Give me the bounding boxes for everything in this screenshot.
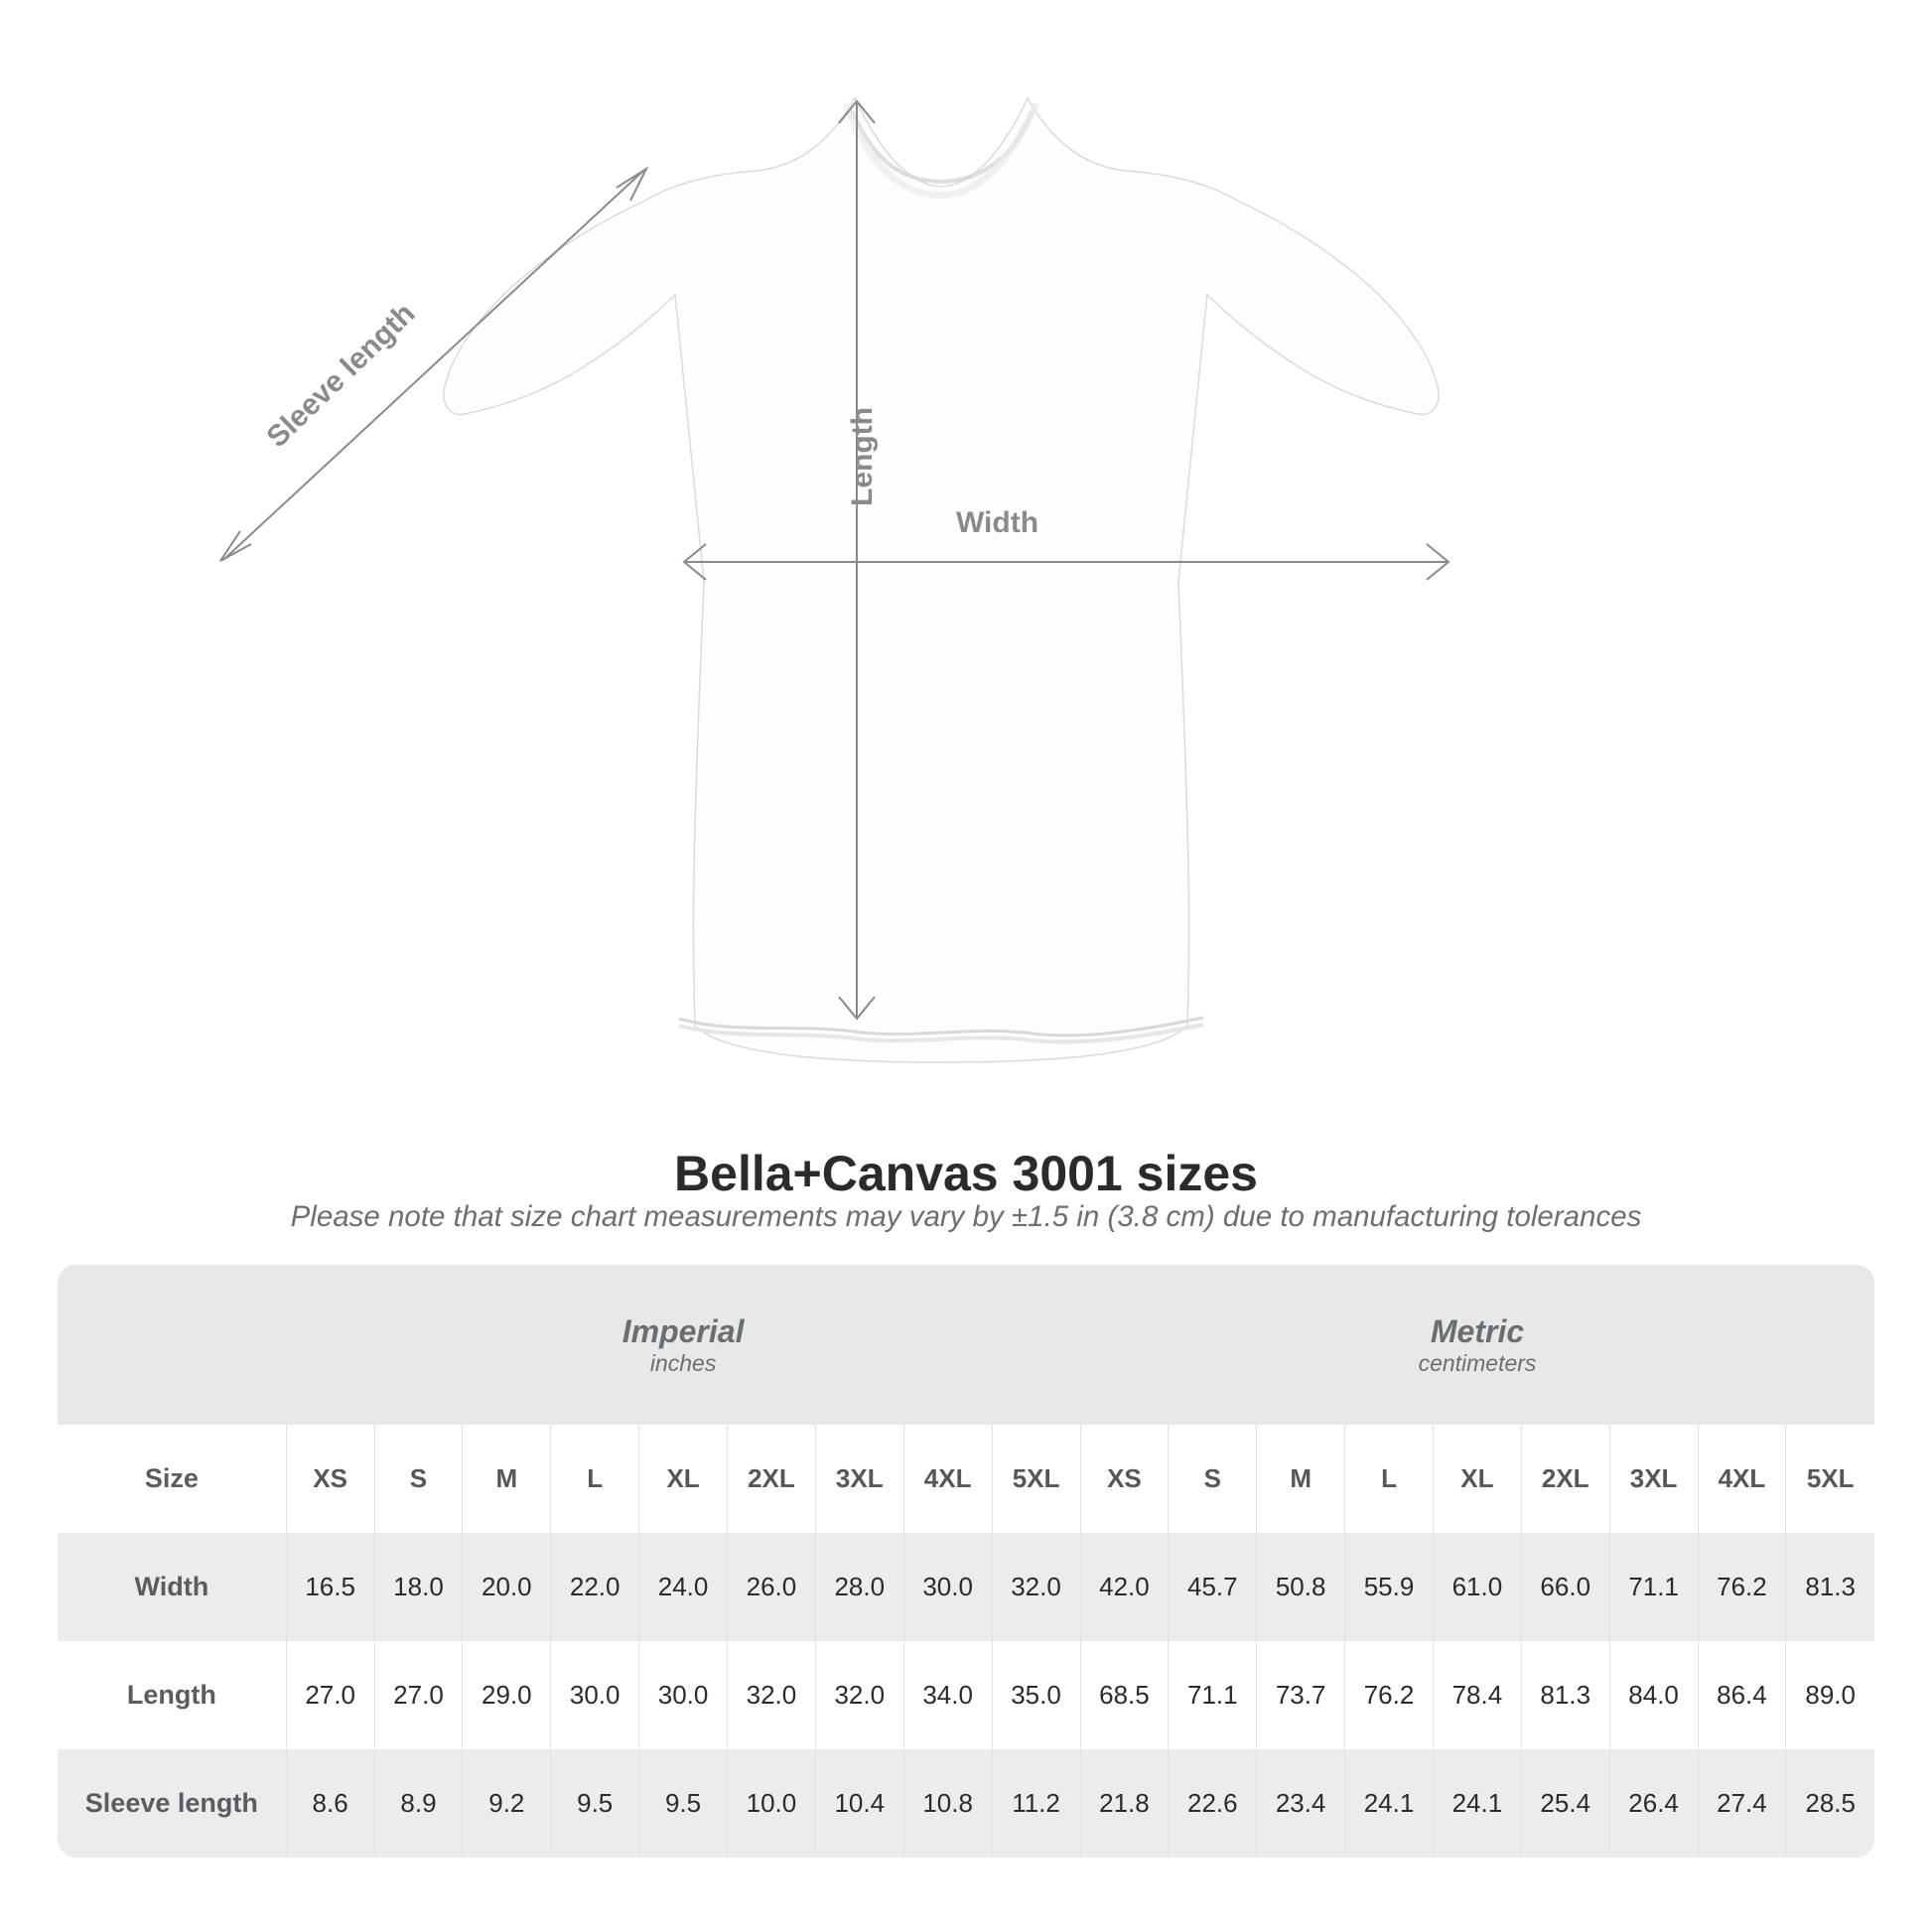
svg-text:Sleeve length: Sleeve length (260, 297, 421, 454)
svg-text:Length: Length (846, 407, 879, 506)
svg-text:Width: Width (956, 506, 1038, 539)
